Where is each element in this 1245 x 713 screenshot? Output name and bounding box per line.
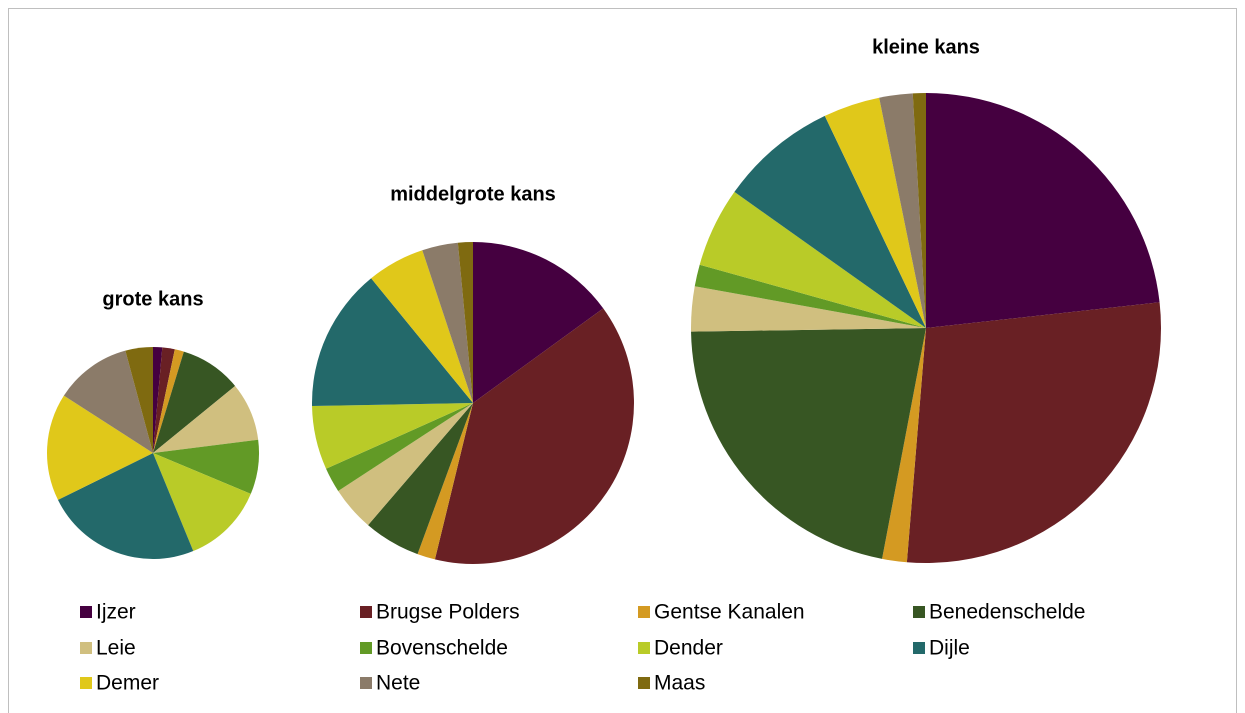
pie-slice <box>153 347 175 453</box>
pie-slice <box>926 93 1160 328</box>
legend-swatch <box>638 606 650 618</box>
pie-slice <box>153 453 251 552</box>
pie-slice <box>326 403 473 491</box>
legend-label: Benedenschelde <box>929 601 1085 624</box>
pie-slice <box>879 93 926 328</box>
pie-slice <box>906 302 1161 563</box>
pie-slice <box>473 242 604 403</box>
legend-label: Brugse Polders <box>376 601 520 624</box>
legend-swatch <box>913 642 925 654</box>
pie-slice <box>153 347 163 453</box>
pie-slice <box>882 328 926 563</box>
pie-slice <box>153 351 236 453</box>
legend-swatch <box>638 677 650 689</box>
pie-slice <box>699 191 926 328</box>
legend-label: Dijle <box>929 637 970 660</box>
pie-slice <box>912 93 926 328</box>
legend-label: Maas <box>654 672 705 695</box>
pie-slice <box>368 403 473 555</box>
pie-slice <box>125 347 153 453</box>
pie-slice <box>694 264 926 328</box>
legend-label: Dender <box>654 637 723 660</box>
pie-slice <box>153 385 259 453</box>
legend-swatch <box>80 642 92 654</box>
legend-label: Demer <box>96 672 159 695</box>
pie-slice <box>57 453 194 559</box>
legend-label: Leie <box>96 637 136 660</box>
legend-swatch <box>360 642 372 654</box>
pie-slice <box>63 350 153 453</box>
pie-slice <box>422 242 473 403</box>
legend-swatch <box>638 642 650 654</box>
pie-slice <box>312 403 473 469</box>
pie-slice <box>417 403 473 560</box>
pie-slice <box>824 97 926 329</box>
pie-slice <box>312 278 473 407</box>
legend-label: Bovenschelde <box>376 637 508 660</box>
pie-slice <box>691 328 926 559</box>
legend-swatch <box>80 677 92 689</box>
pie-slice <box>338 403 473 526</box>
legend-label: Nete <box>376 672 420 695</box>
pie-slice <box>153 439 259 494</box>
legend-swatch <box>80 606 92 618</box>
pie-slice <box>457 242 473 403</box>
legend-swatch <box>913 606 925 618</box>
legend-label: Ijzer <box>96 601 136 624</box>
pie-slice <box>46 395 153 500</box>
legend-swatch <box>360 606 372 618</box>
pie-slice <box>734 115 926 328</box>
pie-slice <box>153 349 184 453</box>
legend-label: Gentse Kanalen <box>654 601 805 624</box>
pie-slice <box>691 286 926 332</box>
pie-slice <box>371 250 473 403</box>
pie-title: kleine kans <box>872 36 980 58</box>
pie-title: middelgrote kans <box>390 183 556 205</box>
legend-swatch <box>360 677 372 689</box>
pie-slice <box>434 308 634 564</box>
pie-title: grote kans <box>102 288 203 310</box>
